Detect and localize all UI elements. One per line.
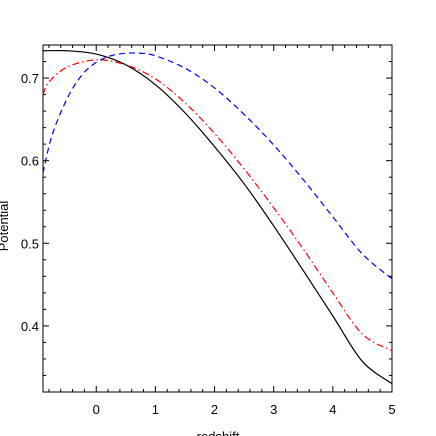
x-tick-label: 0 [93,402,100,417]
x-tick-label: 3 [270,402,277,417]
x-tick-label: 2 [211,402,218,417]
y-tick-label: 0.5 [21,236,39,251]
x-tick-label: 1 [152,402,159,417]
y-tick-label: 0.6 [21,154,39,169]
x-axis-title: redshift [197,429,240,436]
series-line-1 [42,49,393,385]
plot-frame [42,44,393,393]
x-tick-label: 5 [388,402,395,417]
x-tick-label: 4 [329,402,336,417]
y-tick-label: 0.4 [21,319,39,334]
series-layer [42,49,393,385]
y-axis-title: Potential [0,201,11,252]
series-line-3 [42,52,393,280]
series-line-2 [42,59,393,352]
tick-layer: 0 1 2 3 4 5 0.4 0.5 0.6 0.7 [21,44,396,417]
y-tick-label: 0.7 [21,71,39,86]
